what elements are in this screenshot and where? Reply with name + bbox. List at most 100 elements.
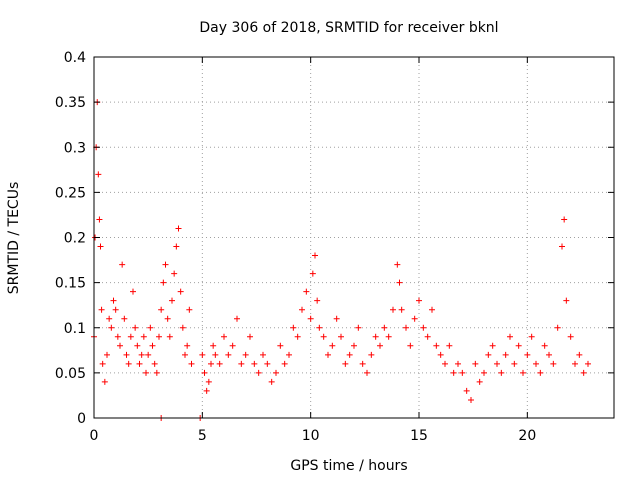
x-tick-label: 5 [198,428,207,444]
data-point [394,261,401,268]
data-point [96,216,103,223]
data-point [238,360,245,367]
data-point [286,351,292,358]
data-point [314,297,321,304]
data-point [396,279,403,286]
data-point [127,333,134,340]
y-tick-label: 0.3 [64,140,86,156]
data-point [537,369,544,376]
data-point [494,360,500,367]
data-point [138,351,145,358]
data-point [201,369,208,376]
data-point [520,369,526,376]
data-point [329,342,336,349]
data-point [162,261,169,268]
data-point [476,378,483,385]
data-point [572,360,578,367]
data-point [210,342,217,349]
data-point [273,369,279,376]
data-point [277,342,284,349]
x-tick-label: 20 [518,428,536,444]
data-point [585,360,591,367]
data-point [524,351,531,358]
data-point [433,342,440,349]
data-point [156,333,162,340]
data-point [338,333,344,340]
data-point [294,333,301,340]
data-point [169,297,175,304]
data-point [179,324,186,331]
data-point [403,324,409,331]
grid-lines [94,57,614,418]
data-point [151,360,158,367]
data-point [561,216,568,223]
data-point [95,171,102,178]
data-point [398,306,405,313]
y-tick-label: 0.1 [64,321,86,337]
data-point [359,360,366,367]
y-tick-label: 0.15 [55,276,86,292]
y-tick-label: 0.35 [55,95,86,111]
data-point [316,324,323,331]
data-point [208,360,214,367]
data-point [199,351,206,358]
data-point [455,360,461,367]
data-point [255,369,262,376]
data-point [205,378,212,385]
data-point [182,351,188,358]
data-point [576,351,583,358]
data-point [351,342,357,349]
data-point [333,315,340,322]
axis-ticks [93,56,614,419]
data-point [559,243,565,250]
data-point [468,396,474,403]
data-point [104,351,110,358]
data-point [147,324,154,331]
data-point [216,360,223,367]
data-point [554,324,561,331]
data-point [140,333,147,340]
y-tick-label: 0.05 [55,366,86,382]
data-point [99,360,106,367]
axis-tick-labels: 0 0.05 0.1 0.15 0.2 0.25 0.3 0.35 0.4 0 5 10 15 20 [55,50,536,444]
data-point [121,315,128,322]
data-point [158,306,165,313]
data-point [203,387,210,394]
y-tick-label: 0.2 [64,231,86,247]
data-point [247,333,253,340]
y-axis-label: SRMTID / TECUs [6,182,22,295]
data-point [134,342,141,349]
data-point [320,333,327,340]
data-point [429,306,435,313]
data-point [108,324,115,331]
data-point [312,252,318,259]
data-point [229,342,236,349]
data-point [446,342,453,349]
data-point [112,306,119,313]
data-point [242,351,249,358]
data-point [234,315,240,322]
data-point [381,324,388,331]
data-point [106,315,113,322]
data-point [177,288,184,295]
data-point [355,324,362,331]
data-point [290,324,297,331]
data-point [528,333,535,340]
data-point [166,333,173,340]
data-point [309,270,316,277]
data-point [546,351,552,358]
data-point [164,315,171,322]
data-point [160,279,167,286]
data-point [342,360,349,367]
data-point [101,378,108,385]
data-point [264,360,271,367]
data-point [130,288,136,295]
data-point [212,351,219,358]
data-point [489,342,496,349]
data-point [485,351,492,358]
data-point [424,333,431,340]
data-point [153,369,160,376]
data-point [299,306,305,313]
y-tick-label: 0.4 [64,50,86,66]
